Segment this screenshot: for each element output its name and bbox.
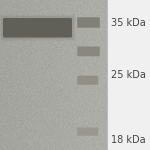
FancyBboxPatch shape — [1, 16, 74, 39]
Text: 25 kDa: 25 kDa — [111, 70, 146, 80]
FancyBboxPatch shape — [77, 76, 98, 85]
FancyBboxPatch shape — [0, 15, 75, 41]
FancyBboxPatch shape — [77, 17, 100, 28]
Bar — [108, 0, 150, 150]
FancyBboxPatch shape — [77, 46, 100, 56]
Text: 18 kDa: 18 kDa — [111, 135, 146, 145]
Text: 35 kDa: 35 kDa — [111, 18, 146, 28]
FancyBboxPatch shape — [77, 128, 98, 136]
FancyBboxPatch shape — [3, 18, 72, 38]
